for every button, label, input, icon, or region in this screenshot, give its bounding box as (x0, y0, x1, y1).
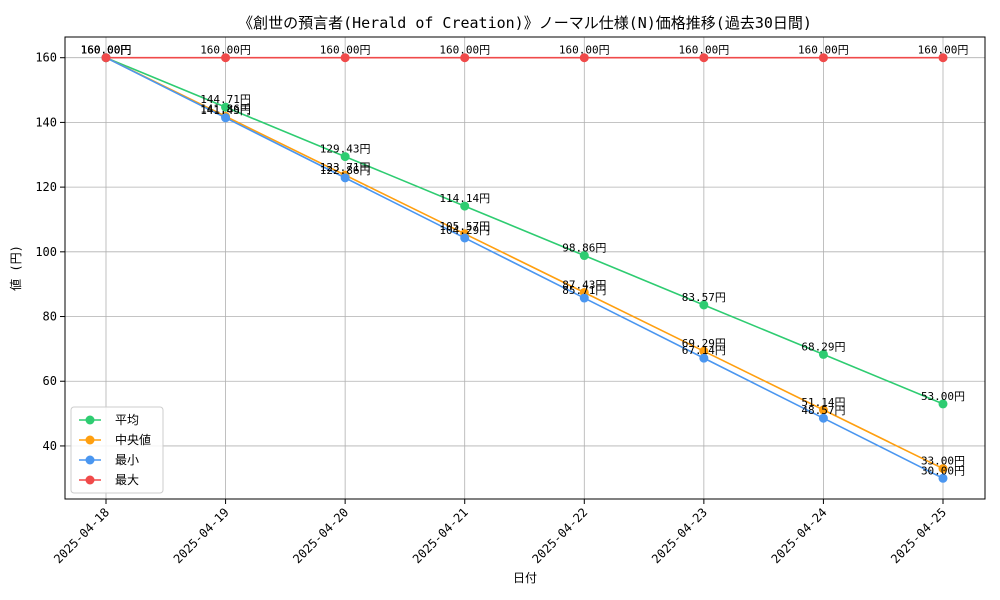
y-tick-label: 120 (35, 180, 57, 194)
series-line (105, 56, 944, 405)
data-label: 129.43円 (320, 143, 371, 156)
x-tick-label: 2025-04-20 (290, 505, 351, 566)
legend-marker (85, 415, 95, 425)
data-point (460, 201, 470, 211)
chart-title: 《創世の預言者(Herald of Creation)》ノーマル仕様(N)価格推… (238, 14, 812, 32)
data-label: 98.86円 (562, 242, 606, 255)
data-label: 33.00円 (921, 455, 965, 468)
data-point (818, 405, 828, 415)
data-label: 114.14円 (439, 192, 490, 205)
series (101, 53, 948, 483)
data-label: 160.00円 (918, 44, 969, 57)
series-line (105, 56, 944, 480)
x-axis-label: 日付 (513, 571, 537, 585)
legend-label: 中央値 (115, 432, 151, 447)
y-tick-label: 40 (43, 439, 57, 453)
data-point (579, 251, 589, 261)
data-point (699, 346, 709, 356)
legend-label: 平均 (115, 413, 139, 427)
data-label: 160.00円 (439, 44, 490, 57)
data-label: 144.71円 (200, 93, 251, 106)
data-label: 83.57円 (682, 291, 726, 304)
data-labels: 160.00円 144.71円 129.43円 114.14円 98.86円 83.57円… (81, 44, 969, 478)
data-label: 160.00円 (81, 44, 132, 57)
data-point (818, 53, 828, 63)
data-point (938, 473, 948, 483)
data-label: 160.00円 (798, 44, 849, 57)
data-label: 68.29円 (801, 340, 845, 353)
data-point (938, 53, 948, 63)
x-tick-label: 2025-04-21 (410, 505, 471, 566)
data-label: 160.00円 (81, 44, 132, 57)
data-point (938, 399, 948, 409)
data-label: 48.57円 (801, 404, 845, 417)
grid (65, 37, 985, 499)
data-point (460, 233, 470, 243)
legend-box (70, 406, 164, 494)
data-label: 30.00円 (921, 464, 965, 477)
legend-label: 最小 (115, 453, 139, 467)
data-label: 141.43円 (200, 104, 251, 117)
data-point (101, 53, 111, 63)
data-point (340, 53, 350, 63)
plot-frame (64, 36, 986, 500)
data-label: 105.57円 (439, 220, 490, 233)
data-label: 51.14円 (801, 396, 845, 409)
data-label: 53.00円 (921, 390, 965, 403)
x-tick-label: 2025-04-23 (649, 505, 710, 566)
data-point (699, 53, 709, 63)
data-point (579, 53, 589, 63)
data-point (818, 413, 828, 423)
legend-marker (85, 455, 95, 465)
y-tick-label: 80 (43, 310, 57, 324)
data-point (221, 102, 231, 112)
data-point (221, 113, 231, 123)
data-label: 160.00円 (678, 44, 729, 57)
data-label: 160.00円 (559, 44, 610, 57)
axes: 2025-04-18 2025-04-19 2025-04-20 2025-04-21… (35, 51, 949, 567)
legend-marker (85, 475, 95, 485)
y-axis-label: 値 (円) (8, 245, 23, 291)
data-point (699, 353, 709, 363)
data-point (699, 300, 709, 310)
x-tick-label: 2025-04-18 (51, 505, 112, 566)
data-point (340, 173, 350, 183)
data-label: 160.00円 (320, 44, 371, 57)
data-label: 87.43円 (562, 278, 606, 291)
data-label: 160.00円 (200, 44, 251, 57)
y-tick-label: 140 (35, 115, 57, 129)
data-point (579, 293, 589, 303)
y-tick-label: 100 (35, 245, 57, 259)
data-label: 123.71円 (320, 161, 371, 174)
data-label: 160.00円 (81, 44, 132, 57)
data-point (938, 464, 948, 474)
x-tick-label: 2025-04-22 (529, 505, 590, 566)
series-line (105, 56, 944, 470)
data-point (221, 53, 231, 63)
x-tick-label: 2025-04-24 (769, 505, 830, 566)
data-label: 122.86円 (320, 164, 371, 177)
y-tick-label: 60 (43, 374, 57, 388)
data-label: 67.14円 (682, 344, 726, 357)
data-label: 85.71円 (562, 284, 606, 297)
data-label: 69.29円 (682, 337, 726, 350)
legend-marker (85, 435, 95, 445)
x-tick-label: 2025-04-25 (888, 505, 949, 566)
data-label: 160.00円 (81, 44, 132, 57)
data-point (460, 53, 470, 63)
y-tick-label: 160 (35, 51, 57, 65)
x-tick-label: 2025-04-19 (171, 505, 232, 566)
data-point (340, 152, 350, 162)
data-label: 104.29円 (439, 224, 490, 237)
data-label: 141.86円 (200, 102, 251, 115)
legend-label: 最大 (115, 473, 139, 487)
data-point (818, 349, 828, 359)
